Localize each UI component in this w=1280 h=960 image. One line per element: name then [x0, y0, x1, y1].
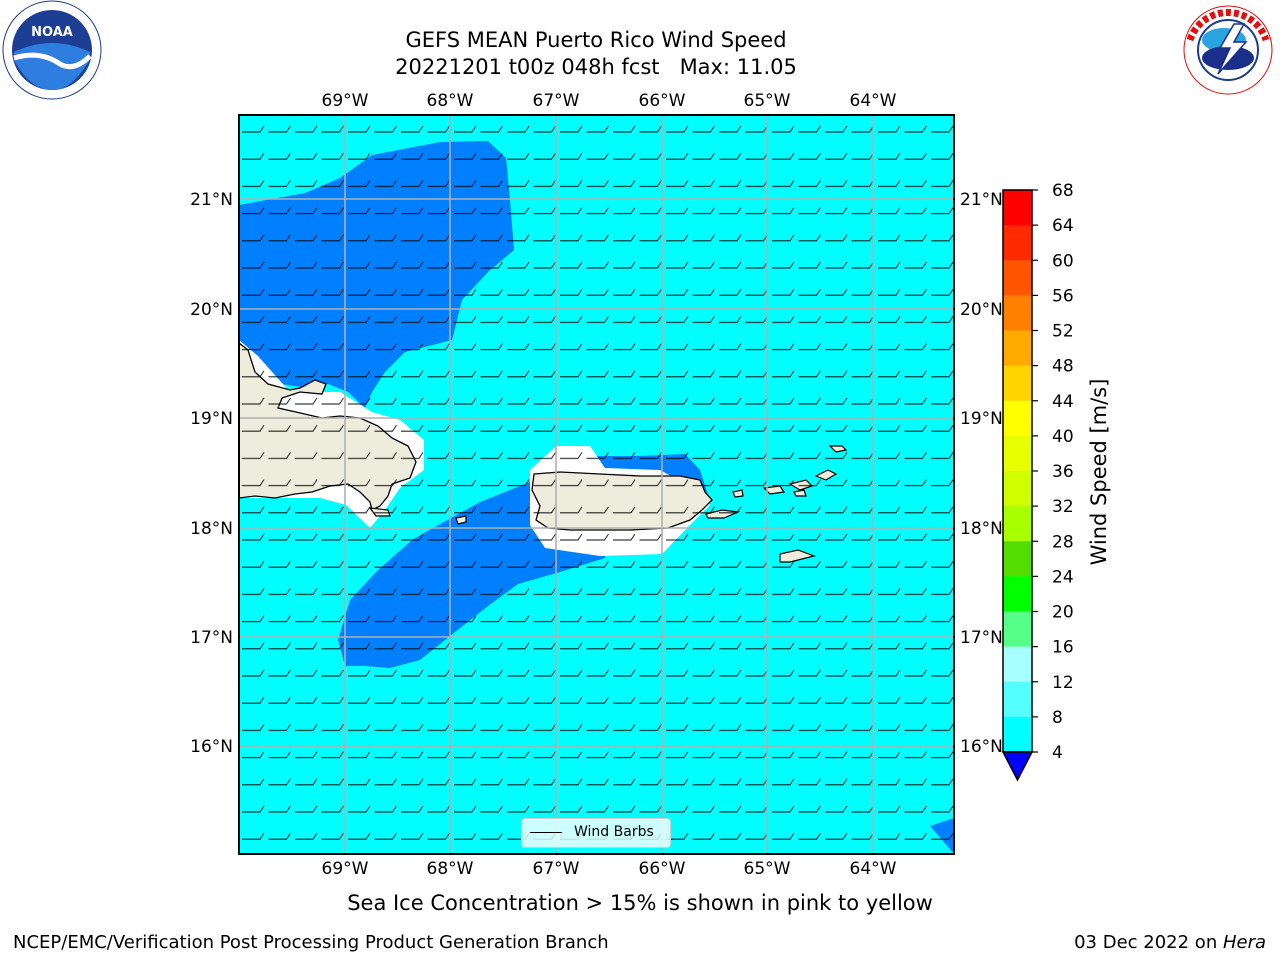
lat-label: 18°N [960, 519, 1003, 539]
graticule [239, 115, 954, 854]
colorbar-segment [1003, 646, 1032, 683]
colorbar-segment [1003, 295, 1032, 331]
lon-label: 64°W [850, 859, 897, 879]
colorbar-tick-label: 12 [1052, 673, 1074, 693]
colorbar-tick-label: 24 [1052, 567, 1074, 587]
colorbar-tick-label: 8 [1052, 708, 1063, 728]
lon-label: 68°W [427, 859, 474, 879]
lat-label: 20°N [960, 300, 1003, 320]
colorbar-segment [1003, 541, 1032, 577]
lon-label: 69°W [322, 91, 369, 111]
lon-labels-top: 69°W 68°W 67°W 66°W 65°W 64°W [322, 91, 897, 111]
lon-label: 68°W [427, 91, 474, 111]
lon-label: 66°W [639, 91, 686, 111]
colorbar-tick-label: 64 [1052, 216, 1074, 236]
lon-label: 66°W [639, 859, 686, 879]
colorbar-segment [1003, 190, 1032, 226]
colorbar-tick-label: 68 [1052, 181, 1074, 201]
lat-label: 18°N [190, 519, 233, 539]
lat-labels-left: 21°N 20°N 19°N 18°N 17°N 16°N [190, 190, 233, 757]
colorbar-tick-label: 16 [1052, 638, 1074, 658]
colorbar-tick-label: 48 [1052, 357, 1074, 377]
colorbar-segment [1003, 365, 1032, 402]
noaa-logo-icon: NOAA [2, 0, 102, 100]
colorbar-tick-label: 52 [1052, 322, 1074, 342]
colorbar-tick-label: 36 [1052, 462, 1074, 482]
colorbar-tick-label: 32 [1052, 497, 1074, 517]
lon-label: 65°W [744, 859, 791, 879]
map-subtitle: 20221201 t00z 048h fcst Max: 11.05 [395, 55, 797, 79]
lat-label: 20°N [190, 300, 233, 320]
wind-barbs [239, 115, 954, 854]
colorbar-segment [1003, 681, 1032, 718]
colorbar-segment [1003, 260, 1032, 296]
lon-labels-bottom: 69°W 68°W 67°W 66°W 65°W 64°W [322, 859, 897, 879]
colorbar-tick-label: 56 [1052, 286, 1074, 306]
map-frame [238, 114, 955, 855]
lat-label: 16°N [190, 737, 233, 757]
map-panel[interactable] [239, 115, 954, 854]
legend-label: Wind Barbs [574, 824, 654, 840]
colorbar-tick-label: 20 [1052, 603, 1074, 623]
colorbar-tick-label: 44 [1052, 392, 1074, 412]
lat-label: 19°N [960, 409, 1003, 429]
map-legend: Wind Barbs [521, 818, 671, 848]
lat-labels-right: 21°N 20°N 19°N 18°N 17°N 16°N [960, 190, 1003, 757]
noaa-logo-text: NOAA [31, 25, 73, 40]
lat-label: 21°N [960, 190, 1003, 210]
footer-credit: NCEP/EMC/Verification Post Processing Pr… [13, 932, 609, 953]
colorbar-segment [1003, 576, 1032, 612]
colorbar-tick-label: 40 [1052, 427, 1074, 447]
sea-ice-note: Sea Ice Concentration > 15% is shown in … [347, 891, 933, 915]
colorbar-segment [1003, 225, 1032, 261]
footer-machine: Hera [1222, 932, 1266, 953]
lon-label: 65°W [744, 91, 791, 111]
lon-label: 67°W [533, 859, 580, 879]
colorbar-label: Wind Speed [m/s] [1087, 379, 1111, 566]
colorbar-segment [1003, 506, 1032, 542]
colorbar-tick-label: 28 [1052, 532, 1074, 552]
lon-label: 67°W [533, 91, 580, 111]
colorbar-segment [1003, 716, 1032, 753]
colorbar-segment [1003, 330, 1032, 367]
colorbar: 68 64 60 56 52 48 44 40 36 32 28 24 20 16 12 8 4 [1001, 181, 1074, 782]
colorbar-tick-label: 60 [1052, 251, 1074, 271]
colorbar-segment [1003, 471, 1032, 507]
lat-label: 17°N [960, 628, 1003, 648]
colorbar-segment [1003, 435, 1032, 472]
colorbar-tick-label: 4 [1052, 743, 1063, 763]
colorbar-segment [1003, 611, 1032, 648]
lat-label: 21°N [190, 190, 233, 210]
lat-label: 16°N [960, 737, 1003, 757]
legend-line-icon [530, 832, 562, 833]
lat-label: 17°N [190, 628, 233, 648]
nws-logo-icon [1183, 5, 1273, 95]
colorbar-extend-arrow [1001, 751, 1034, 782]
colorbar-segment [1003, 400, 1032, 437]
lon-label: 69°W [322, 859, 369, 879]
map-title: GEFS MEAN Puerto Rico Wind Speed [405, 28, 787, 52]
footer-date-text: 03 Dec 2022 on [1074, 932, 1223, 953]
lon-label: 64°W [850, 91, 897, 111]
lat-label: 19°N [190, 409, 233, 429]
footer-date: 03 Dec 2022 on Hera [1074, 932, 1266, 953]
